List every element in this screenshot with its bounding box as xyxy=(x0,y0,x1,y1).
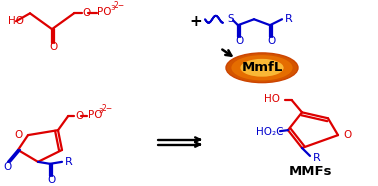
Text: R: R xyxy=(285,14,293,24)
Text: R: R xyxy=(313,153,321,163)
Text: 3: 3 xyxy=(110,5,115,11)
Text: PO: PO xyxy=(97,7,112,17)
Text: +: + xyxy=(190,14,202,29)
Text: O: O xyxy=(343,130,351,140)
Text: O: O xyxy=(75,111,83,121)
Text: 2−: 2− xyxy=(114,1,125,10)
Text: O: O xyxy=(267,36,275,46)
Text: O: O xyxy=(4,162,12,172)
Text: O: O xyxy=(49,42,57,52)
Text: HO: HO xyxy=(264,94,280,105)
Ellipse shape xyxy=(226,53,298,83)
Text: O: O xyxy=(82,8,90,18)
Ellipse shape xyxy=(240,59,284,77)
Text: O: O xyxy=(15,130,23,140)
Text: 2−: 2− xyxy=(102,104,113,113)
Text: HO: HO xyxy=(8,16,24,26)
Text: HO₂C: HO₂C xyxy=(256,127,284,137)
Text: O: O xyxy=(47,175,55,185)
Text: MMFs: MMFs xyxy=(288,165,332,178)
Ellipse shape xyxy=(231,55,293,80)
Text: O: O xyxy=(235,36,243,46)
Text: MmfL: MmfL xyxy=(241,61,283,74)
Text: 3: 3 xyxy=(98,108,102,114)
Text: R: R xyxy=(65,157,73,167)
Text: PO: PO xyxy=(88,110,102,120)
Text: S: S xyxy=(227,14,234,24)
